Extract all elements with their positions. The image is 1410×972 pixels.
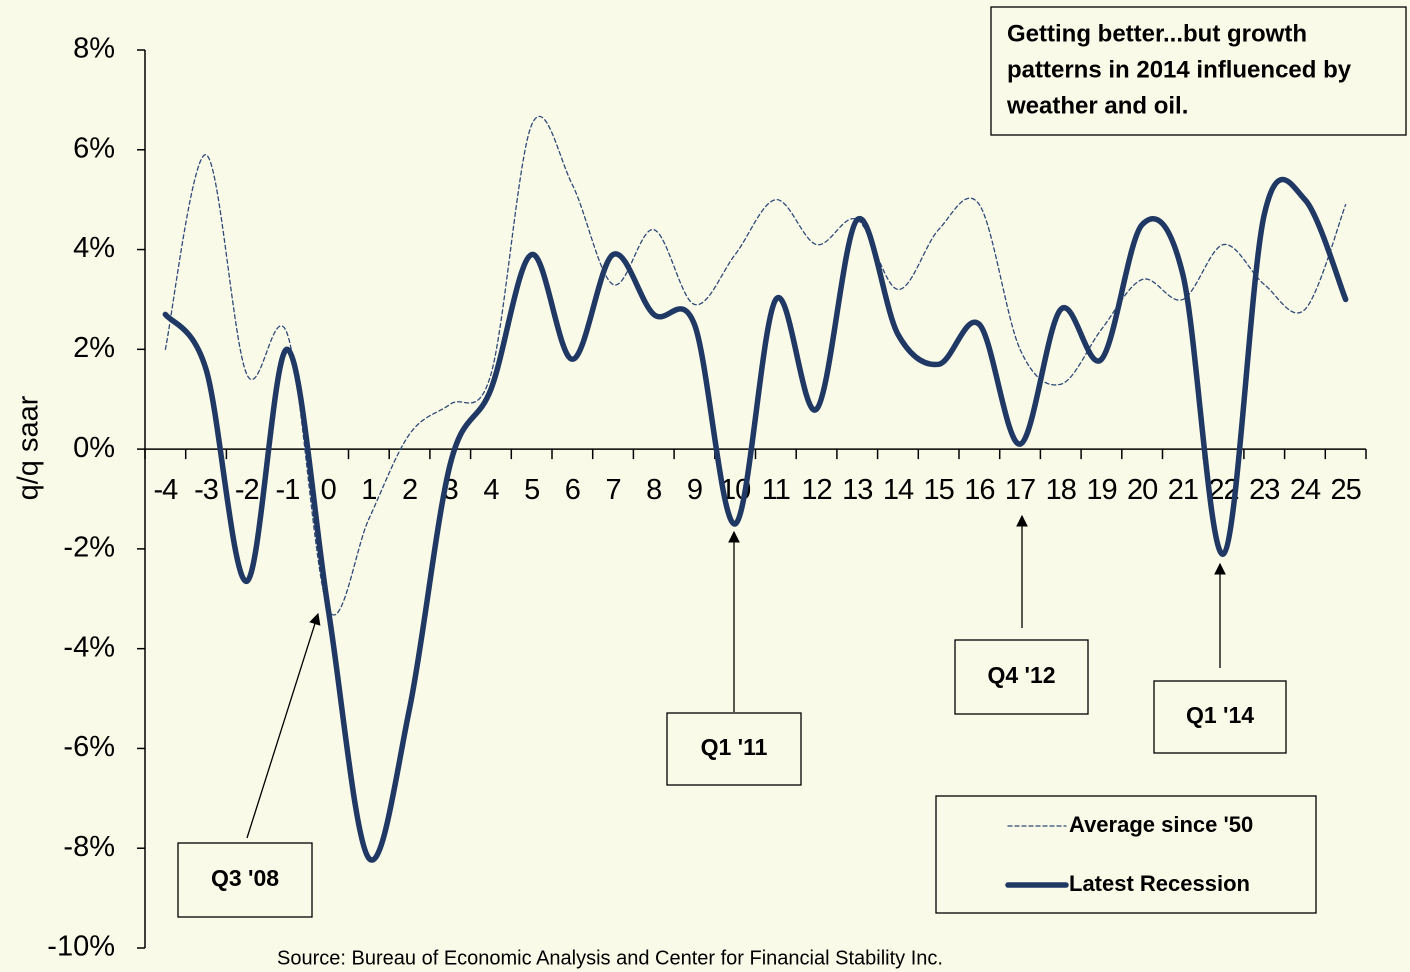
note-text: patterns in 2014 influenced by [1007, 56, 1352, 83]
x-tick-label: -1 [276, 474, 300, 506]
legend-label: Latest Recession [1069, 871, 1250, 896]
line-series [162, 176, 1349, 863]
x-tick-label: 8 [646, 474, 661, 506]
x-tick-label: 9 [687, 474, 702, 506]
annotation-box [666, 712, 802, 786]
annotation-box [1153, 680, 1287, 754]
annotation-box [177, 842, 313, 918]
x-tick-label: -2 [235, 474, 259, 506]
x-tick-label: 15 [924, 474, 954, 506]
x-tick-label: 14 [883, 474, 914, 506]
annotation-arrow [246, 612, 321, 839]
x-tick-label: 24 [1290, 474, 1321, 506]
y-tick-label: -8% [63, 831, 115, 863]
note-text: Getting better...but growth [1007, 20, 1307, 47]
legend-label: Average since '50 [1069, 812, 1253, 837]
x-tick-label: 13 [842, 474, 872, 506]
y-tick-label: 8% [73, 33, 115, 65]
y-tick-label: -2% [63, 532, 115, 564]
x-tick-label: 17 [1005, 474, 1035, 506]
line-series [164, 115, 1347, 616]
x-tick-label: 23 [1249, 474, 1279, 506]
note-box [990, 6, 1407, 136]
x-tick-label: 19 [1086, 474, 1116, 506]
x-tick-label: 12 [801, 474, 831, 506]
y-tick-label: 0% [73, 432, 115, 464]
y-axis-label: q/q saar [13, 395, 45, 500]
x-tick-label: 7 [605, 474, 620, 506]
x-tick-label: 5 [524, 474, 539, 506]
y-tick-label: 6% [73, 132, 115, 164]
y-tick-label: -4% [63, 631, 115, 663]
x-tick-label: -3 [194, 474, 218, 506]
annotation-label: Q4 '12 [987, 662, 1055, 688]
x-tick-label: 4 [483, 474, 499, 506]
y-tick-label: -10% [47, 931, 115, 963]
x-tick-label: 20 [1127, 474, 1157, 506]
x-tick-label: 18 [1046, 474, 1076, 506]
y-tick-label: -6% [63, 731, 115, 763]
annotation-label: Q3 '08 [211, 865, 279, 891]
x-tick-label: 0 [321, 474, 336, 506]
legend-box [935, 795, 1317, 914]
x-tick-label: 2 [402, 474, 417, 506]
annotation-label: Q1 '14 [1186, 702, 1254, 728]
annotation-box [954, 639, 1089, 715]
x-tick-label: -4 [153, 474, 178, 506]
source: Source: Bureau of Economic Analysis and … [277, 947, 943, 969]
note-text: weather and oil. [1006, 92, 1188, 119]
annotation-label: Q1 '11 [701, 734, 768, 760]
x-tick-label: 1 [361, 474, 376, 506]
x-tick-label: 11 [762, 474, 790, 506]
x-tick-label: 21 [1168, 474, 1198, 506]
y-tick-label: 4% [73, 232, 115, 264]
x-tick-label: 16 [964, 474, 994, 506]
x-tick-label: 25 [1331, 474, 1361, 506]
x-tick-label: 6 [565, 474, 580, 506]
y-tick-label: 2% [73, 332, 115, 364]
